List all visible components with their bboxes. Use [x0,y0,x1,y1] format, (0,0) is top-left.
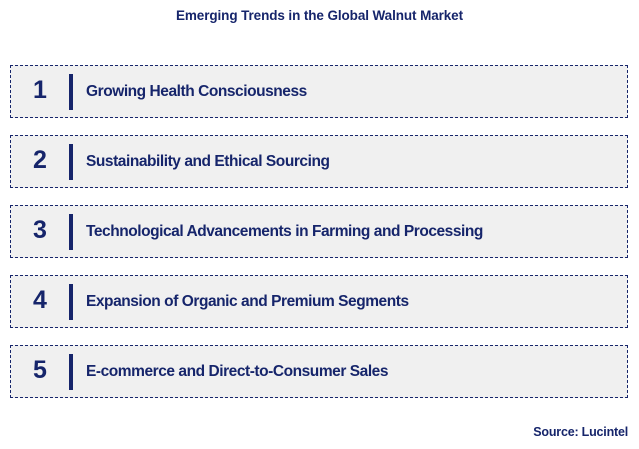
trend-label: Sustainability and Ethical Sourcing [86,152,330,170]
trend-rank-number: 2 [33,146,47,174]
trend-label: Expansion of Organic and Premium Segment… [86,292,409,310]
trend-label: Growing Health Consciousness [86,82,307,100]
list-item[interactable]: 5 E-commerce and Direct-to-Consumer Sale… [10,345,628,398]
list-item[interactable]: 2 Sustainability and Ethical Sourcing [10,135,628,188]
divider [69,353,73,390]
trend-label: E-commerce and Direct-to-Consumer Sales [86,362,389,380]
trend-label: Technological Advancements in Farming an… [86,222,483,240]
trend-rank-number: 5 [33,356,47,384]
source-attribution: Source: Lucintel [533,425,628,439]
list-item[interactable]: 4 Expansion of Organic and Premium Segme… [10,275,628,328]
divider [69,283,73,320]
divider [69,213,73,250]
trend-rank-number: 4 [33,286,47,314]
list-item[interactable]: 3 Technological Advancements in Farming … [10,205,628,258]
page-title: Emerging Trends in the Global Walnut Mar… [176,8,463,23]
trend-rank-number: 1 [33,76,47,104]
list-item[interactable]: 1 Growing Health Consciousness [10,65,628,118]
trend-list: 1 Growing Health Consciousness 2 Sustain… [10,65,628,398]
trend-rank-number: 3 [33,216,47,244]
divider [69,73,73,110]
divider [69,143,73,180]
